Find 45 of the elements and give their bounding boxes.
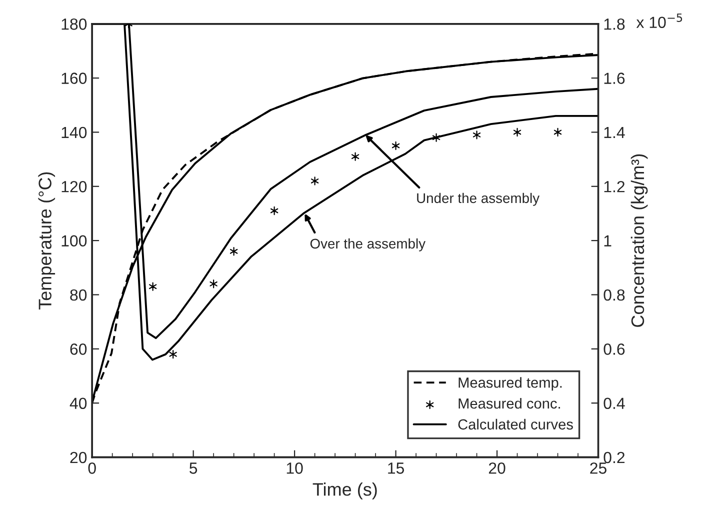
y-tick-label: 20 xyxy=(70,452,87,464)
y-tick-label: 180 xyxy=(62,18,87,30)
y2-tick-label: 0.8 xyxy=(604,289,625,301)
y-axis-title: Temperature (°C) xyxy=(38,172,56,310)
y-tick-label: 160 xyxy=(62,72,87,84)
y2-tick-label: 1 xyxy=(604,235,612,246)
point xyxy=(310,176,319,186)
point xyxy=(472,130,481,140)
x-tick-label: 5 xyxy=(190,462,198,474)
x-axis-title: Time (s) xyxy=(312,482,377,500)
point xyxy=(554,128,562,137)
y-tick-label: 60 xyxy=(70,344,87,355)
legend-label: Measured conc. xyxy=(458,398,560,409)
x-tick-label: 25 xyxy=(590,462,606,474)
x-tick-label: 15 xyxy=(388,462,404,474)
y2-axis-title: Concentration (kg/m³) xyxy=(630,154,648,327)
x-tick-label: 20 xyxy=(488,462,506,474)
legend-label: Measured temp. xyxy=(458,377,562,391)
annotation: Over the assembly xyxy=(310,238,426,252)
point xyxy=(148,282,157,291)
y2-tick-label: 1.4 xyxy=(604,127,625,138)
x-tick-label: 10 xyxy=(286,462,303,474)
point xyxy=(351,152,360,161)
y2-tick-label: 1.2 xyxy=(604,181,625,192)
point xyxy=(432,133,440,142)
y2-tick-label: 0.6 xyxy=(604,344,625,355)
point xyxy=(230,247,238,256)
y2-tick-label: 0.4 xyxy=(604,398,625,410)
y-tick-label: 100 xyxy=(62,235,87,246)
x-tick-label: 0 xyxy=(88,462,96,474)
y-tick-label: 140 xyxy=(62,126,87,138)
y2-tick-label: 1.8 xyxy=(604,18,625,30)
annotation: Under the assembly xyxy=(417,192,540,206)
y2-tick-label: 1.6 xyxy=(604,72,625,84)
legend-label: Calculated curves xyxy=(458,418,573,430)
point xyxy=(513,128,522,137)
y2-tick-label: 0.2 xyxy=(604,452,625,464)
point xyxy=(210,280,218,288)
y-tick-label: 80 xyxy=(70,289,87,301)
point xyxy=(270,206,278,216)
point xyxy=(392,141,400,150)
text: x 10$^{−5}$ xyxy=(636,14,682,28)
y-tick-label: 120 xyxy=(62,181,87,192)
point xyxy=(169,350,177,359)
y-tick-label: 40 xyxy=(70,398,87,410)
